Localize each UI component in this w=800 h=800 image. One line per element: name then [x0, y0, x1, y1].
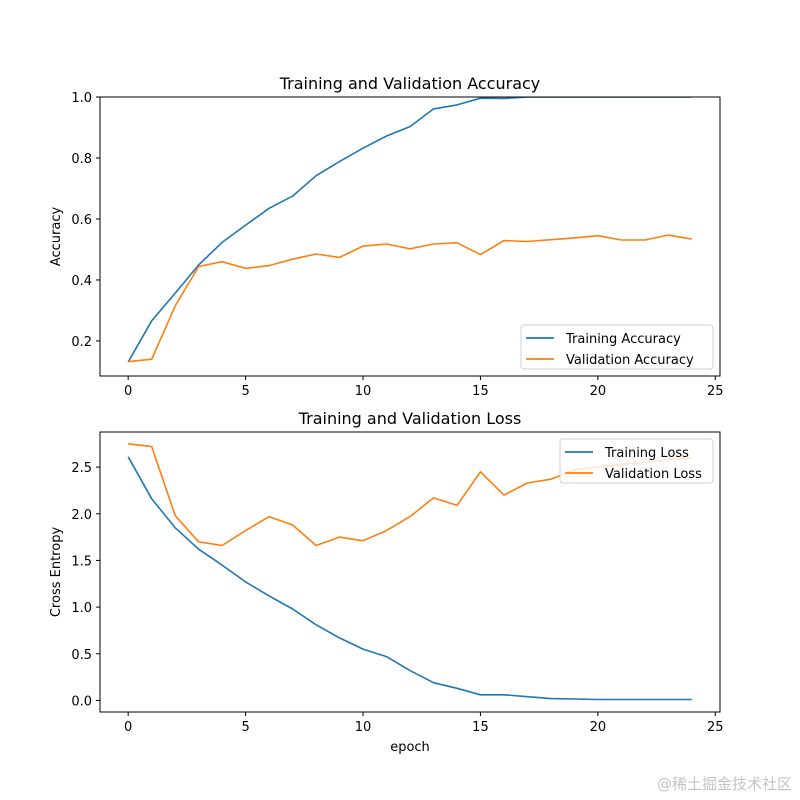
- axes-frame: [99, 96, 721, 377]
- y-tick-label: 1.0: [71, 91, 92, 106]
- y-tick-label: 0.8: [71, 152, 92, 167]
- legend-label: Training Accuracy: [565, 332, 681, 347]
- series-line-training-accuracy: [127, 97, 692, 363]
- y-tick-label: 2.5: [71, 461, 92, 476]
- x-tick-label: 0: [124, 720, 132, 735]
- legend-label: Validation Loss: [605, 467, 702, 482]
- x-tick-label: 20: [590, 384, 607, 399]
- y-tick-label: 1.0: [71, 601, 92, 616]
- axes-frame: [99, 431, 721, 713]
- y-axis-label: Accuracy: [49, 207, 64, 267]
- watermark: @稀土掘金技术社区: [656, 775, 792, 793]
- y-tick-label: 0.2: [71, 335, 92, 350]
- legend-box: [559, 438, 714, 484]
- x-tick-label: 25: [707, 384, 724, 399]
- y-tick-label: 0.4: [71, 274, 92, 289]
- x-tick-label: 15: [472, 384, 489, 399]
- series-line-validation-accuracy: [128, 234, 692, 363]
- chart-title: Training and Validation Accuracy: [279, 74, 541, 93]
- x-tick-label: 10: [355, 720, 372, 735]
- y-tick-label: 0.6: [71, 213, 92, 228]
- x-tick-label: 10: [355, 384, 372, 399]
- chart-title: Training and Validation Loss: [298, 409, 522, 428]
- x-tick-label: 5: [241, 720, 249, 735]
- x-tick-label: 15: [472, 720, 489, 735]
- y-tick-label: 0.0: [71, 694, 92, 709]
- x-axis-label: epoch: [390, 740, 430, 755]
- y-tick-label: 1.5: [71, 554, 92, 569]
- y-tick-label: 0.5: [71, 648, 92, 663]
- legend: Training Accuracy Validation Accuracy: [520, 324, 714, 370]
- x-tick-label: 0: [124, 384, 132, 399]
- chart-loss: 0 5 10 15 20 25 0.0 0.5 1.0 1.5 2.0 2.5 Training and…: [49, 409, 724, 755]
- x-tick-label: 20: [590, 720, 607, 735]
- legend: Training Loss Validation Loss: [559, 438, 714, 484]
- x-tick-label: 5: [241, 384, 249, 399]
- legend-label: Training Loss: [604, 446, 689, 461]
- legend-box: [520, 324, 714, 370]
- legend-label: Validation Accuracy: [566, 353, 694, 368]
- chart-accuracy: 0 5 10 15 20 25 0.2 0.4 0.6 0.8 1.0 Training and Va…: [49, 74, 724, 399]
- y-tick-label: 2.0: [71, 508, 92, 523]
- x-tick-label: 25: [707, 720, 724, 735]
- y-axis-label: Cross Entropy: [49, 527, 64, 618]
- series-line-training-loss: [127, 456, 692, 701]
